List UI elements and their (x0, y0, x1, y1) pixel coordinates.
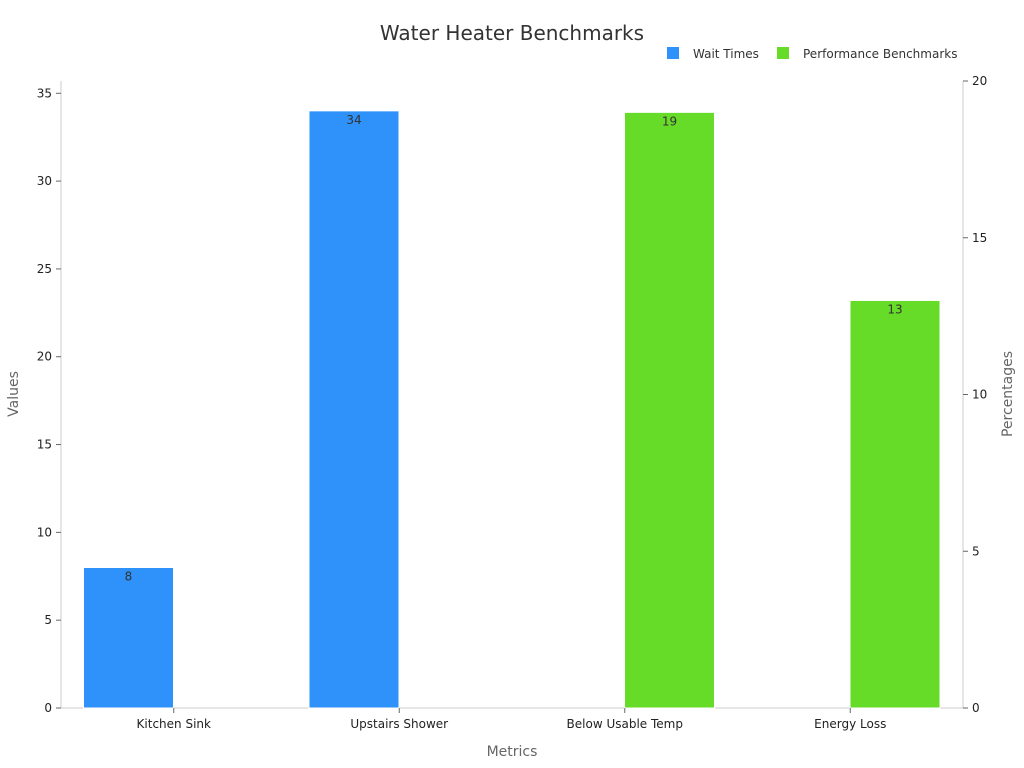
left-tick-label: 15 (37, 438, 52, 452)
right-tick-label: 20 (972, 74, 987, 88)
legend-swatch-performance-benchmarks (777, 47, 789, 59)
bar-value-label: 19 (662, 114, 677, 128)
legend-swatch-wait-times (667, 47, 679, 59)
left-tick-label: 25 (37, 262, 52, 276)
bar-wait-times (308, 110, 400, 709)
bar-performance-benchmarks (624, 111, 715, 709)
bar-value-label: 8 (125, 569, 133, 583)
right-axis-ticks: 0 5 10 15 20 (963, 74, 987, 715)
bars: 8 34 19 13 (83, 110, 941, 709)
legend-label-wait-times: Wait Times (693, 47, 759, 61)
left-tick-label: 10 (37, 525, 52, 539)
x-tick-label: Kitchen Sink (137, 717, 211, 731)
right-tick-label: 15 (972, 231, 987, 245)
axes (60, 81, 964, 709)
x-axis-ticks: Kitchen Sink Upstairs Shower Below Usable … (137, 708, 886, 731)
y2-axis-title: Percentages (1000, 351, 1016, 437)
left-tick-label: 20 (37, 350, 52, 364)
bar-wait-times (83, 566, 174, 709)
chart-title: Water Heater Benchmarks (380, 21, 644, 45)
right-tick-label: 10 (972, 388, 987, 402)
right-tick-label: 5 (972, 544, 980, 558)
right-tick-label: 0 (972, 701, 980, 715)
legend: Wait Times Performance Benchmarks (667, 47, 957, 61)
bar-performance-benchmarks (849, 299, 941, 709)
y-axis-title: Values (6, 371, 22, 417)
x-tick-label: Upstairs Shower (350, 717, 448, 731)
x-axis-title: Metrics (487, 744, 538, 760)
left-axis-ticks: 0 5 10 15 20 25 30 35 (37, 86, 61, 715)
x-tick-label: Energy Loss (814, 717, 886, 731)
x-tick-label: Below Usable Temp (567, 717, 683, 731)
bar-value-label: 34 (346, 113, 361, 127)
left-tick-label: 5 (44, 613, 52, 627)
left-tick-label: 30 (37, 174, 52, 188)
left-tick-label: 0 (44, 701, 52, 715)
left-tick-label: 35 (37, 86, 52, 100)
legend-label-performance-benchmarks: Performance Benchmarks (803, 47, 957, 61)
bar-value-label: 13 (887, 302, 902, 316)
